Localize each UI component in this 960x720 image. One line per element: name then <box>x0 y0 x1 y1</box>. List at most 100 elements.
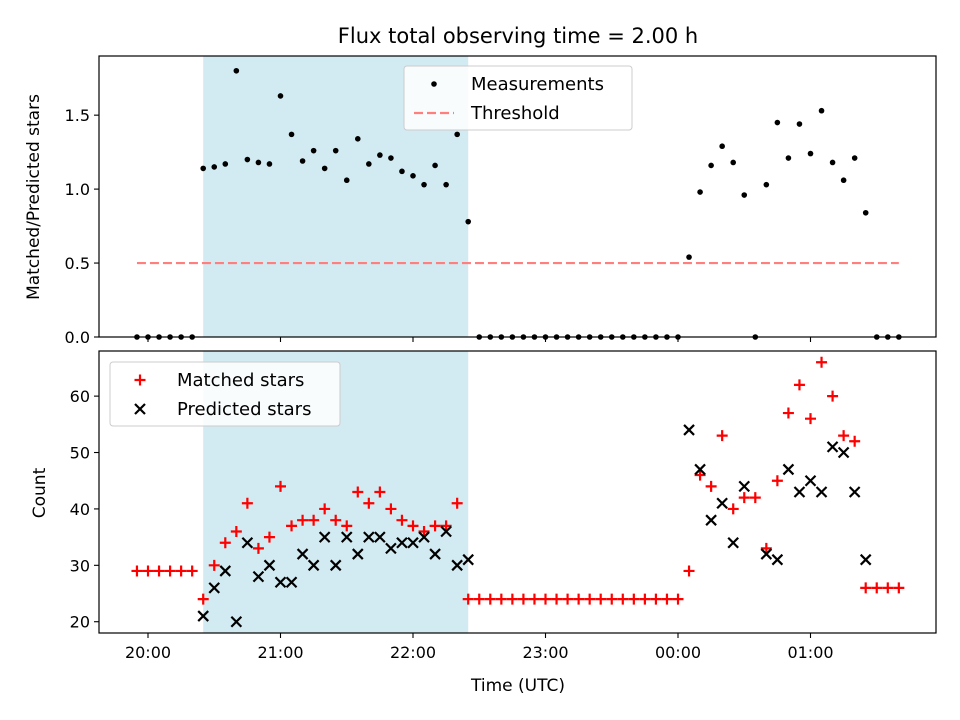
data-point <box>418 525 430 537</box>
data-point <box>760 548 773 560</box>
data-point <box>233 67 240 74</box>
axes-frame <box>98 350 937 634</box>
y-axis-label-bottom: Count <box>30 467 50 518</box>
data-point <box>741 192 748 198</box>
y-tick-label: 0.5 <box>65 254 90 273</box>
data-point <box>208 582 221 594</box>
legend-box <box>109 361 341 427</box>
data-point <box>197 610 209 622</box>
data-point <box>837 446 850 459</box>
data-point <box>829 159 836 166</box>
data-point <box>882 582 894 594</box>
data-point <box>200 165 207 172</box>
data-point <box>862 209 869 216</box>
data-point <box>377 152 383 158</box>
data-point <box>793 486 806 498</box>
data-point <box>697 189 703 195</box>
x-tick-label: 23:00 <box>522 643 568 662</box>
data-point <box>407 520 419 532</box>
data-point <box>308 514 320 526</box>
data-point <box>785 155 792 161</box>
data-point <box>352 548 364 560</box>
data-point <box>465 218 472 225</box>
data-point <box>286 520 298 532</box>
data-point <box>385 542 397 555</box>
legend-marker <box>431 81 437 87</box>
data-point <box>815 486 828 498</box>
x-tick-label: 21:00 <box>257 643 303 662</box>
data-point <box>738 492 750 504</box>
data-point <box>374 531 386 543</box>
data-point <box>708 162 714 169</box>
data-point <box>860 582 872 594</box>
data-point <box>796 121 803 127</box>
x-tick-label: 01:00 <box>787 643 833 662</box>
legend: Measurements Threshold <box>403 65 633 131</box>
legend: Matched stars Predicted stars <box>109 361 341 427</box>
data-point <box>354 136 361 142</box>
data-point <box>222 161 229 167</box>
data-point <box>396 514 408 526</box>
data-point <box>341 520 353 532</box>
data-point <box>299 158 306 164</box>
data-point <box>297 514 309 526</box>
data-point <box>462 553 474 566</box>
data-point <box>782 463 795 476</box>
data-point <box>617 593 629 605</box>
data-point <box>374 486 386 498</box>
data-point <box>440 525 452 538</box>
data-point <box>793 379 805 391</box>
data-point <box>727 503 739 515</box>
data-point <box>628 593 640 605</box>
data-point <box>454 131 460 138</box>
data-point <box>730 159 737 166</box>
data-point <box>705 514 717 526</box>
data-point <box>230 615 243 628</box>
data-point <box>528 593 540 605</box>
data-point <box>573 593 585 605</box>
data-point <box>840 177 847 184</box>
data-point <box>760 542 772 554</box>
data-point <box>418 531 430 543</box>
data-point <box>285 576 298 589</box>
data-point <box>672 593 684 605</box>
axes-frame <box>98 55 937 338</box>
data-point <box>288 131 295 138</box>
data-point <box>650 593 662 605</box>
data-point <box>473 593 485 605</box>
data-point <box>266 161 273 167</box>
data-point <box>131 565 143 577</box>
data-point <box>310 147 317 154</box>
data-point <box>252 542 264 554</box>
data-point <box>683 565 695 577</box>
data-point <box>871 582 883 594</box>
data-point <box>363 531 375 543</box>
data-point <box>329 559 342 572</box>
data-point <box>694 469 706 481</box>
legend-marker <box>134 374 146 386</box>
data-point <box>506 593 518 605</box>
data-point <box>771 475 783 487</box>
data-point <box>388 155 394 161</box>
data-point <box>275 480 286 492</box>
data-point <box>893 582 905 594</box>
legend-box <box>403 65 633 131</box>
data-point <box>343 177 350 184</box>
data-point <box>255 159 262 166</box>
data-point <box>484 593 496 605</box>
data-point <box>274 576 287 589</box>
legend-label: Matched stars <box>177 370 304 391</box>
data-point <box>848 486 861 498</box>
data-point <box>639 593 651 605</box>
data-point <box>307 559 320 572</box>
data-point <box>683 424 695 436</box>
data-point <box>694 463 706 476</box>
data-point <box>451 497 463 509</box>
data-point <box>429 520 441 532</box>
data-point <box>296 548 309 560</box>
data-point <box>429 548 441 560</box>
data-point <box>230 525 242 537</box>
data-point <box>774 119 781 126</box>
data-point <box>562 593 574 605</box>
data-point <box>330 514 342 526</box>
